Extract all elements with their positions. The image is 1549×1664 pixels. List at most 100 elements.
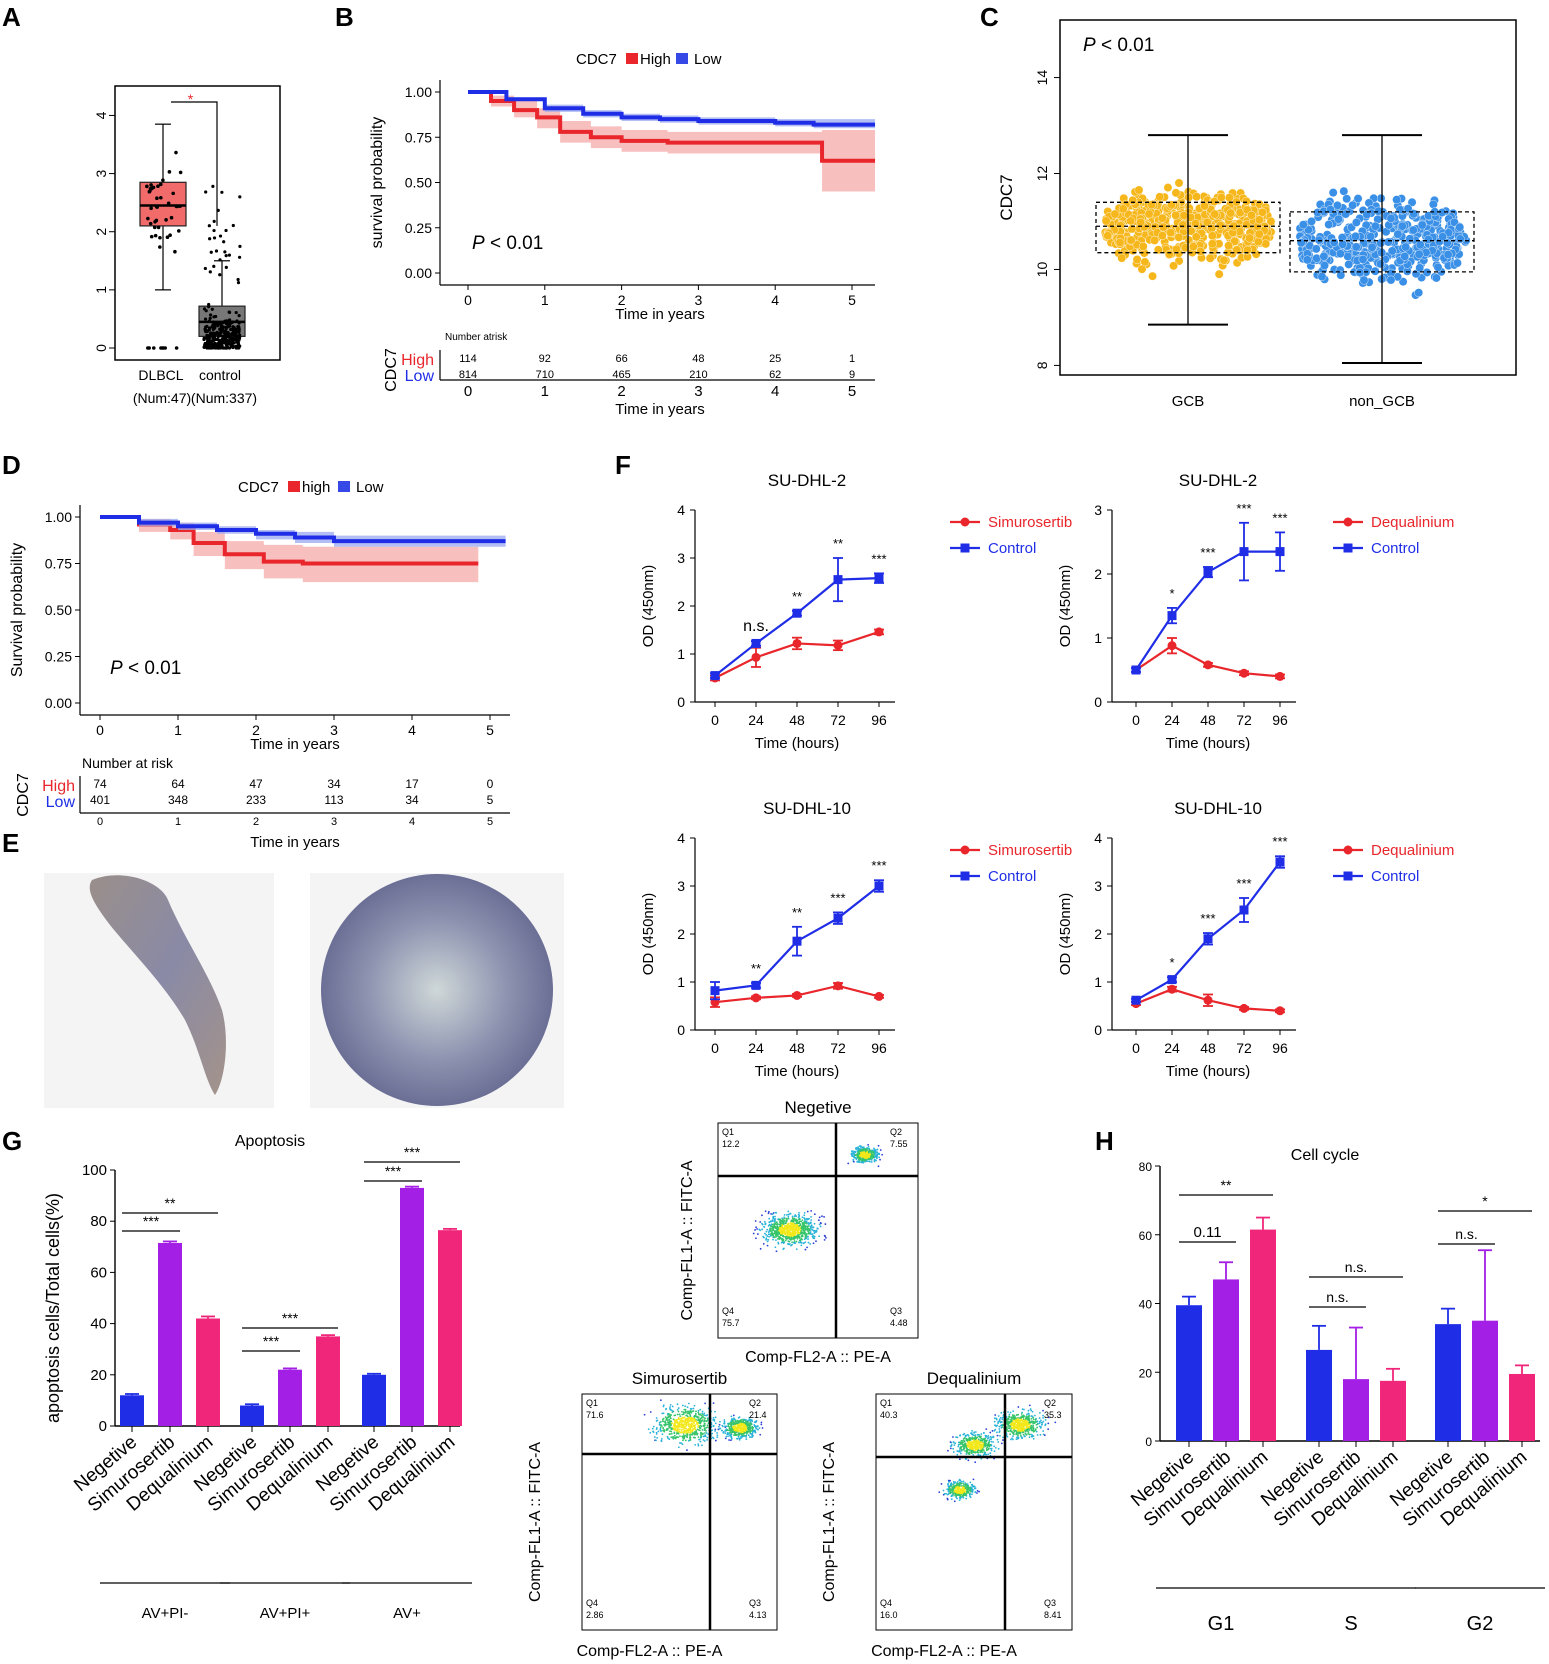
data-point	[174, 346, 179, 350]
event-dot	[662, 1412, 665, 1415]
significance-label: n.s.	[743, 618, 769, 635]
event-dot	[727, 1425, 730, 1428]
event-dot	[1021, 1420, 1024, 1422]
data-point	[1358, 254, 1368, 264]
event-dot	[1030, 1424, 1033, 1427]
y-tick-label: 80	[90, 1213, 107, 1230]
event-dot	[775, 1250, 778, 1253]
event-dot	[794, 1214, 797, 1216]
event-dot	[856, 1160, 859, 1163]
ci-band-high	[100, 517, 479, 583]
data-point	[202, 345, 207, 349]
event-dot	[685, 1417, 688, 1420]
event-dot	[1038, 1417, 1041, 1419]
sample-size-label: (Num:337)	[191, 390, 257, 406]
event-dot	[806, 1227, 808, 1230]
data-point	[1203, 660, 1213, 670]
event-dot	[719, 1420, 721, 1423]
event-dot	[867, 1143, 870, 1146]
event-dot	[700, 1425, 703, 1428]
data-point	[1136, 217, 1146, 227]
data-point	[833, 640, 843, 650]
data-point	[1403, 204, 1413, 214]
data-point	[228, 335, 232, 339]
event-dot	[1015, 1429, 1017, 1432]
event-dot	[788, 1213, 790, 1216]
event-dot	[1007, 1430, 1010, 1433]
event-dot	[723, 1420, 726, 1423]
event-dot	[995, 1417, 998, 1420]
data-point	[212, 228, 216, 233]
data-point	[148, 186, 153, 191]
event-dot	[1002, 1416, 1004, 1419]
event-dot	[679, 1417, 682, 1420]
event-dot	[735, 1431, 738, 1434]
risk-value: 113	[324, 793, 343, 807]
data-point	[212, 324, 216, 328]
event-dot	[685, 1430, 688, 1433]
event-dot	[739, 1425, 742, 1428]
event-dot	[717, 1428, 720, 1431]
event-dot	[749, 1429, 751, 1432]
data-point	[204, 190, 208, 194]
event-dot	[735, 1428, 738, 1431]
event-dot	[857, 1151, 860, 1154]
event-dot	[779, 1234, 782, 1237]
event-dot	[1028, 1426, 1030, 1429]
event-dot	[806, 1225, 809, 1228]
data-point	[151, 346, 156, 350]
data-point	[1137, 264, 1147, 274]
event-dot	[1001, 1418, 1004, 1421]
event-dot	[852, 1158, 855, 1161]
event-dot	[662, 1405, 665, 1408]
event-dot	[979, 1451, 982, 1454]
event-dot	[683, 1437, 686, 1440]
event-dot	[1016, 1421, 1019, 1424]
event-dot	[952, 1451, 955, 1453]
data-point	[208, 333, 212, 337]
data-point	[792, 638, 802, 648]
x-tick-label: 48	[789, 712, 805, 728]
y-tick-label: 2	[93, 228, 109, 236]
event-dot	[703, 1414, 706, 1417]
event-dot	[1016, 1423, 1018, 1426]
data-point	[1138, 242, 1148, 251]
p-value-text: < 0.01	[1096, 35, 1155, 56]
data-point	[212, 236, 217, 240]
event-dot	[856, 1146, 859, 1149]
x-tick-label: 72	[1236, 1040, 1252, 1056]
event-dot	[813, 1222, 816, 1225]
event-dot	[958, 1458, 961, 1461]
legend-marker	[960, 871, 970, 881]
event-dot	[992, 1441, 995, 1443]
event-dot	[712, 1419, 715, 1421]
flow-y-axis-label: Comp-FL1-A :: FITC-A	[679, 1160, 696, 1320]
event-dot	[686, 1417, 689, 1420]
y-axis-label: OD (450nm)	[640, 565, 657, 648]
event-dot	[677, 1407, 680, 1409]
significance-label: *	[1169, 586, 1174, 601]
x-axis-label: Time in years	[615, 306, 704, 323]
event-dot	[809, 1222, 812, 1225]
data-point	[1338, 239, 1348, 249]
y-tick-label: 3	[1094, 502, 1102, 518]
event-dot	[688, 1416, 691, 1419]
event-dot	[694, 1424, 697, 1426]
event-dot	[774, 1219, 776, 1222]
event-dot	[683, 1431, 685, 1434]
event-dot	[697, 1444, 700, 1447]
data-point	[1171, 210, 1181, 220]
event-dot	[1010, 1418, 1012, 1421]
event-dot	[777, 1218, 779, 1221]
risk-side-label: CDC7	[383, 348, 400, 392]
x-tick-label: 3	[695, 292, 703, 308]
event-dot	[994, 1446, 997, 1449]
event-dot	[1017, 1413, 1020, 1416]
chart-title: Apoptosis	[235, 1133, 305, 1150]
event-dot	[671, 1422, 673, 1424]
risk-x-tick: 4	[771, 383, 779, 400]
event-dot	[735, 1434, 737, 1437]
data-point	[209, 250, 213, 254]
y-tick-label: 0.00	[45, 695, 72, 711]
